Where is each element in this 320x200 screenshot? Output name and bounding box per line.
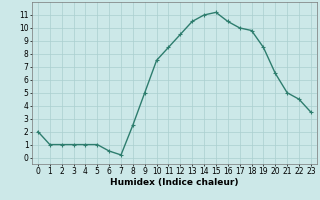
X-axis label: Humidex (Indice chaleur): Humidex (Indice chaleur): [110, 178, 239, 187]
